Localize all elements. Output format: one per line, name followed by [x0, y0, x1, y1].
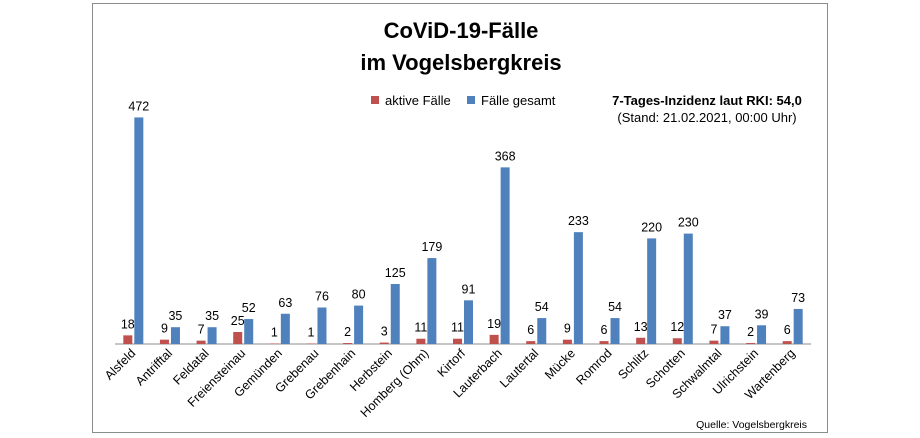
bar-chart: CoViD-19-Fälle im Vogelsbergkreis aktive… [102, 18, 811, 431]
category-label: Antrifftal [133, 346, 175, 388]
bar-aktive [782, 341, 792, 344]
data-label-aktive: 6 [784, 323, 791, 337]
data-label-aktive: 18 [121, 317, 135, 331]
data-label-gesamt: 73 [791, 291, 805, 305]
category-label: Kirtorf [435, 346, 469, 380]
category-label: Romrod [573, 346, 614, 387]
legend-label-aktive: aktive Fälle [385, 93, 451, 108]
data-label-aktive: 2 [344, 325, 351, 339]
data-label-gesamt: 472 [128, 99, 149, 113]
bar-aktive [453, 338, 462, 344]
bar-gesamt [500, 167, 510, 344]
legend-label-gesamt: Fälle gesamt [481, 93, 556, 108]
chart-title-line2: im Vogelsbergkreis [360, 50, 561, 75]
data-label-aktive: 11 [451, 321, 464, 335]
legend-swatch-gesamt [467, 96, 475, 104]
bar-gesamt [317, 307, 327, 344]
data-label-gesamt: 76 [315, 290, 329, 304]
bar-aktive [196, 340, 206, 344]
bar-gesamt [354, 305, 364, 344]
bar-gesamt [757, 325, 767, 344]
incidence-info: 7-Tages-Inzidenz laut RKI: 54,0 [612, 93, 802, 108]
bar-gesamt [170, 327, 180, 344]
bar-aktive [233, 332, 243, 344]
data-label-gesamt: 54 [608, 300, 622, 314]
data-label-gesamt: 230 [678, 216, 699, 230]
data-label-aktive: 1 [307, 326, 314, 340]
bar-aktive [416, 338, 426, 344]
data-label-aktive: 12 [670, 320, 684, 334]
bar-gesamt [464, 300, 473, 344]
bar-gesamt [207, 327, 217, 344]
bar-aktive [636, 337, 646, 344]
bar-gesamt [720, 326, 730, 344]
data-label-aktive: 11 [414, 321, 427, 335]
bar-aktive [599, 341, 609, 344]
data-label-aktive: 3 [381, 325, 388, 339]
bar-aktive [746, 343, 756, 344]
data-label-gesamt: 91 [462, 282, 476, 296]
bar-gesamt [280, 313, 290, 344]
data-label-gesamt: 220 [641, 220, 662, 234]
category-label: Mücke [542, 346, 578, 382]
data-label-aktive: 13 [634, 320, 648, 334]
data-label-gesamt: 63 [278, 296, 292, 310]
bar-aktive [526, 341, 536, 344]
data-label-aktive: 6 [527, 323, 534, 337]
data-label-gesamt: 52 [242, 301, 256, 315]
bar-aktive [562, 339, 572, 344]
data-label-aktive: 1 [271, 326, 278, 340]
data-label-gesamt: 368 [495, 149, 516, 163]
bar-aktive [159, 339, 169, 344]
bar-gesamt [390, 284, 400, 344]
bar-gesamt [244, 319, 254, 344]
legend-swatch-aktive [371, 96, 379, 104]
data-label-gesamt: 233 [568, 214, 589, 228]
data-label-aktive: 7 [198, 323, 205, 337]
data-label-gesamt: 54 [535, 300, 549, 314]
chart-title-line1: CoViD-19-Fälle [384, 18, 539, 43]
data-label-gesamt: 35 [205, 309, 219, 323]
data-label-aktive: 9 [161, 322, 168, 336]
data-label-aktive: 2 [747, 325, 754, 339]
bar-aktive [489, 334, 499, 344]
bar-gesamt [647, 238, 657, 344]
data-label-aktive: 7 [710, 323, 717, 337]
data-label-gesamt: 125 [385, 266, 406, 280]
data-label-gesamt: 39 [755, 307, 769, 321]
bar-aktive [123, 335, 133, 344]
bar-aktive [343, 343, 353, 344]
bar-aktive [709, 340, 719, 344]
data-label-aktive: 6 [601, 323, 608, 337]
bar-gesamt [573, 232, 583, 344]
data-label-aktive: 19 [487, 317, 501, 331]
data-label-gesamt: 179 [421, 240, 442, 254]
bar-aktive [379, 342, 389, 344]
bar-gesamt [537, 318, 547, 344]
bar-gesamt [610, 318, 620, 344]
bar-gesamt [427, 258, 437, 344]
bar-aktive [672, 338, 682, 344]
data-label-gesamt: 37 [718, 308, 732, 322]
data-label-gesamt: 80 [352, 288, 366, 302]
category-label: Homberg (Ohm) [358, 346, 432, 420]
chart-frame: CoViD-19-Fälle im Vogelsbergkreis aktive… [92, 3, 828, 433]
data-label-aktive: 25 [231, 314, 245, 328]
category-label: Schlitz [615, 346, 651, 382]
bars-group: 18472Alsfeld935Antrifftal735Feldatal2552… [102, 99, 805, 420]
category-label: Lautertal [497, 346, 541, 390]
data-label-gesamt: 35 [168, 309, 182, 323]
incidence-date: (Stand: 21.02.2021, 00:00 Uhr) [617, 110, 796, 125]
bar-gesamt [683, 233, 693, 344]
bar-gesamt [793, 308, 803, 344]
bar-gesamt [134, 117, 144, 344]
source-note: Quelle: Vogelsbergkreis [696, 419, 807, 431]
data-label-aktive: 9 [564, 322, 571, 336]
